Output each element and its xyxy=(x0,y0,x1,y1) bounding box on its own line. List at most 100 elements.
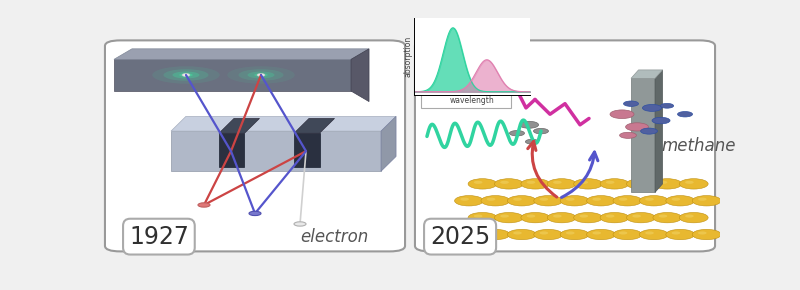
Circle shape xyxy=(658,215,667,218)
Circle shape xyxy=(586,229,615,240)
Circle shape xyxy=(639,229,668,240)
Circle shape xyxy=(645,198,654,201)
Circle shape xyxy=(526,139,538,144)
Polygon shape xyxy=(114,59,351,91)
Circle shape xyxy=(632,181,641,184)
Circle shape xyxy=(553,215,562,218)
Circle shape xyxy=(560,195,589,206)
Circle shape xyxy=(481,229,510,240)
Circle shape xyxy=(639,195,668,206)
Polygon shape xyxy=(351,49,369,102)
Circle shape xyxy=(560,229,589,240)
Circle shape xyxy=(666,229,694,240)
Circle shape xyxy=(623,101,638,106)
Circle shape xyxy=(632,215,641,218)
Circle shape xyxy=(671,198,680,201)
Circle shape xyxy=(507,229,536,240)
FancyBboxPatch shape xyxy=(105,40,405,251)
Circle shape xyxy=(182,74,190,76)
Circle shape xyxy=(486,198,495,201)
Circle shape xyxy=(618,198,627,201)
Circle shape xyxy=(652,117,670,124)
Polygon shape xyxy=(631,70,662,78)
Text: methane: methane xyxy=(661,137,735,155)
Polygon shape xyxy=(294,118,334,133)
Text: 2025: 2025 xyxy=(430,225,490,249)
Circle shape xyxy=(642,104,662,111)
Circle shape xyxy=(678,112,693,117)
FancyBboxPatch shape xyxy=(415,40,715,251)
Circle shape xyxy=(606,181,614,184)
Circle shape xyxy=(698,198,706,201)
Text: 1927: 1927 xyxy=(129,225,189,249)
Circle shape xyxy=(692,229,721,240)
Ellipse shape xyxy=(173,72,199,79)
Circle shape xyxy=(257,74,265,76)
Circle shape xyxy=(526,181,535,184)
Circle shape xyxy=(539,231,548,235)
Circle shape xyxy=(494,213,523,223)
Circle shape xyxy=(579,215,588,218)
Circle shape xyxy=(547,213,576,223)
Ellipse shape xyxy=(179,73,193,77)
Ellipse shape xyxy=(254,73,268,77)
Polygon shape xyxy=(171,116,396,131)
Circle shape xyxy=(574,179,602,189)
Circle shape xyxy=(294,222,306,226)
Circle shape xyxy=(534,128,549,134)
Circle shape xyxy=(600,213,629,223)
Text: electron: electron xyxy=(300,228,368,246)
Circle shape xyxy=(454,195,483,206)
Circle shape xyxy=(519,121,538,128)
Circle shape xyxy=(685,181,694,184)
Circle shape xyxy=(592,198,601,201)
Circle shape xyxy=(249,211,261,215)
Circle shape xyxy=(666,195,694,206)
Circle shape xyxy=(685,215,694,218)
Polygon shape xyxy=(655,70,662,192)
Circle shape xyxy=(618,231,627,235)
Circle shape xyxy=(481,195,510,206)
Ellipse shape xyxy=(152,66,220,84)
Circle shape xyxy=(658,181,667,184)
Circle shape xyxy=(547,179,576,189)
Circle shape xyxy=(626,179,655,189)
Polygon shape xyxy=(219,118,259,133)
Circle shape xyxy=(671,231,680,235)
Circle shape xyxy=(566,231,574,235)
Circle shape xyxy=(513,231,522,235)
Circle shape xyxy=(653,179,682,189)
Circle shape xyxy=(474,181,482,184)
Circle shape xyxy=(645,231,654,235)
Circle shape xyxy=(620,132,637,138)
Circle shape xyxy=(653,213,682,223)
Circle shape xyxy=(661,104,674,108)
Circle shape xyxy=(454,229,483,240)
Polygon shape xyxy=(114,49,369,59)
Circle shape xyxy=(698,231,706,235)
Circle shape xyxy=(486,231,495,235)
Circle shape xyxy=(460,198,469,201)
FancyArrowPatch shape xyxy=(562,152,598,197)
Ellipse shape xyxy=(227,66,294,84)
Circle shape xyxy=(553,181,562,184)
Polygon shape xyxy=(294,133,319,167)
Circle shape xyxy=(534,229,562,240)
Circle shape xyxy=(613,229,642,240)
Y-axis label: absorption: absorption xyxy=(404,36,413,77)
Circle shape xyxy=(513,198,522,201)
Circle shape xyxy=(600,179,629,189)
Circle shape xyxy=(521,213,550,223)
Circle shape xyxy=(521,179,550,189)
Circle shape xyxy=(679,179,708,189)
Polygon shape xyxy=(171,131,381,171)
Circle shape xyxy=(626,123,649,131)
Circle shape xyxy=(494,179,523,189)
Polygon shape xyxy=(381,116,396,171)
Circle shape xyxy=(679,213,708,223)
Circle shape xyxy=(198,203,210,207)
Circle shape xyxy=(566,198,574,201)
Polygon shape xyxy=(631,78,655,192)
Ellipse shape xyxy=(247,72,274,79)
Ellipse shape xyxy=(163,69,209,81)
